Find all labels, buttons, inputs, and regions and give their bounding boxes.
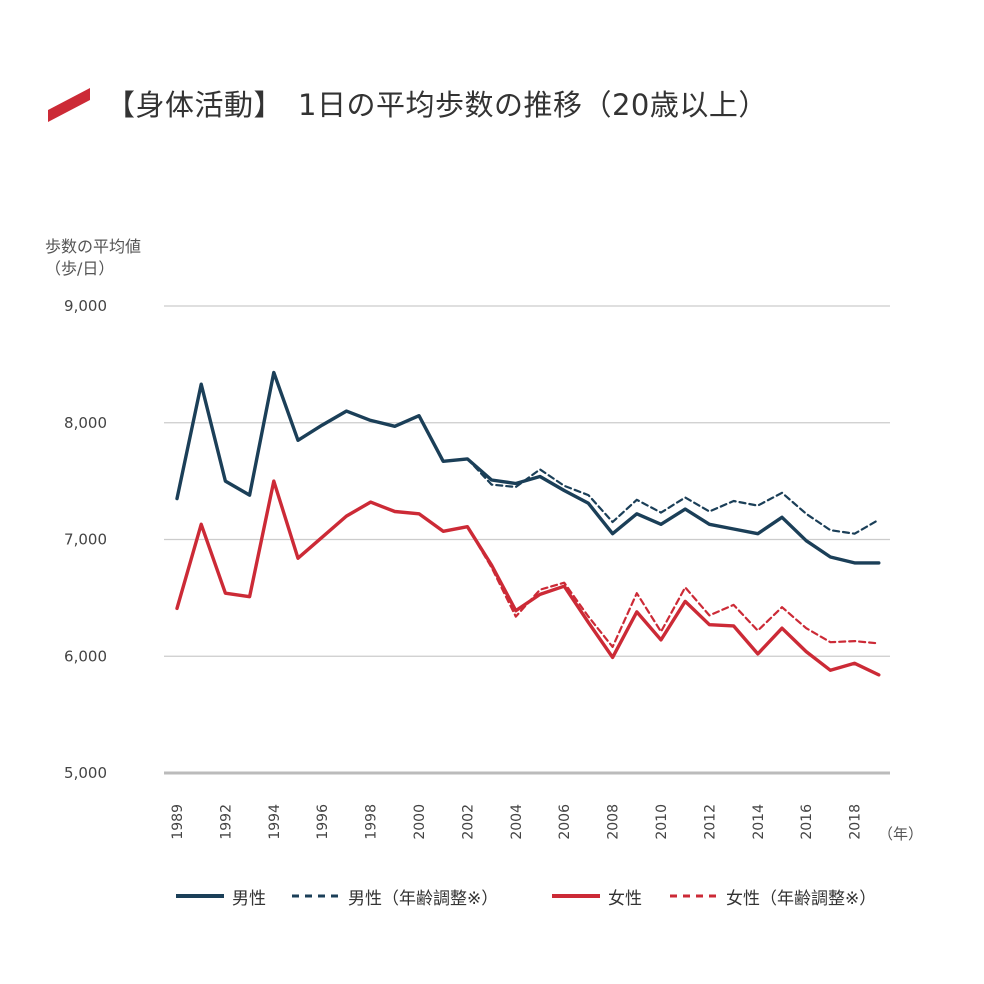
legend-label-male-adjusted: 男性（年齢調整※）	[348, 888, 499, 909]
y-tick-label: 8,000	[64, 414, 107, 432]
grid-lines	[164, 305, 890, 775]
x-tick-label: 1992	[218, 804, 234, 840]
legend-item-male-adjusted: 男性（年齢調整※）	[292, 881, 498, 911]
x-tick-label: 1996	[315, 804, 331, 840]
page-title: 【身体活動】 1日の平均歩数の推移（20歳以上）	[106, 88, 768, 122]
x-tick-labels: 1989 1992 1994 1996 1998 2000 2002 2004 2006 2008…	[170, 804, 864, 840]
x-tick-label: 2014	[751, 804, 767, 840]
legend-label-female-adjusted: 女性（年齢調整※）	[726, 888, 877, 909]
y-tick-label: 9,000	[64, 297, 107, 315]
x-tick-label: 2004	[509, 804, 525, 840]
series-line-4	[466, 525, 880, 648]
legend-item-female: 女性	[552, 881, 642, 911]
y-tick-labels: 9,000 8,000 7,000 6,000 5,000	[64, 297, 107, 782]
x-tick-label: 2008	[606, 804, 622, 840]
legend-swatch-female-adjusted	[670, 894, 718, 898]
x-axis-unit: （年）	[878, 825, 923, 843]
legend-label-female: 女性	[608, 888, 642, 909]
legend: 男性 男性（年齢調整※） 女性 女性（年齢調整※）	[0, 881, 984, 911]
y-axis-title-line-1: 歩数の平均値	[45, 237, 142, 256]
x-tick-label: 2018	[848, 804, 864, 840]
title-accent-icon	[48, 88, 90, 122]
y-axis-title-line-2: （歩/日）	[45, 259, 115, 278]
x-tick-label: 2016	[799, 804, 815, 840]
legend-item-female-adjusted: 女性（年齢調整※）	[670, 881, 876, 911]
legend-item-male: 男性	[176, 881, 266, 911]
y-tick-label: 5,000	[64, 764, 107, 782]
series-line-1	[175, 370, 881, 565]
x-tick-label: 2010	[654, 804, 670, 840]
y-axis-title: 歩数の平均値 （歩/日）	[45, 236, 141, 280]
x-tick-label: 2002	[460, 804, 476, 840]
x-tick-label: 2012	[702, 804, 718, 840]
x-tick-label: 1989	[170, 804, 186, 840]
y-tick-label: 7,000	[64, 531, 107, 549]
x-tick-label: 2006	[557, 804, 573, 840]
series-line-2	[466, 457, 880, 535]
x-tick-label: 1994	[267, 804, 283, 840]
legend-swatch-male-adjusted	[292, 894, 340, 898]
y-tick-label: 6,000	[64, 647, 107, 665]
legend-label-male: 男性	[232, 888, 266, 909]
series-lines	[175, 370, 881, 677]
x-tick-label: 1998	[364, 804, 380, 840]
legend-swatch-male	[176, 894, 224, 898]
x-tick-label: 2000	[412, 804, 428, 840]
legend-swatch-female	[552, 894, 600, 898]
series-line-3	[175, 479, 881, 677]
